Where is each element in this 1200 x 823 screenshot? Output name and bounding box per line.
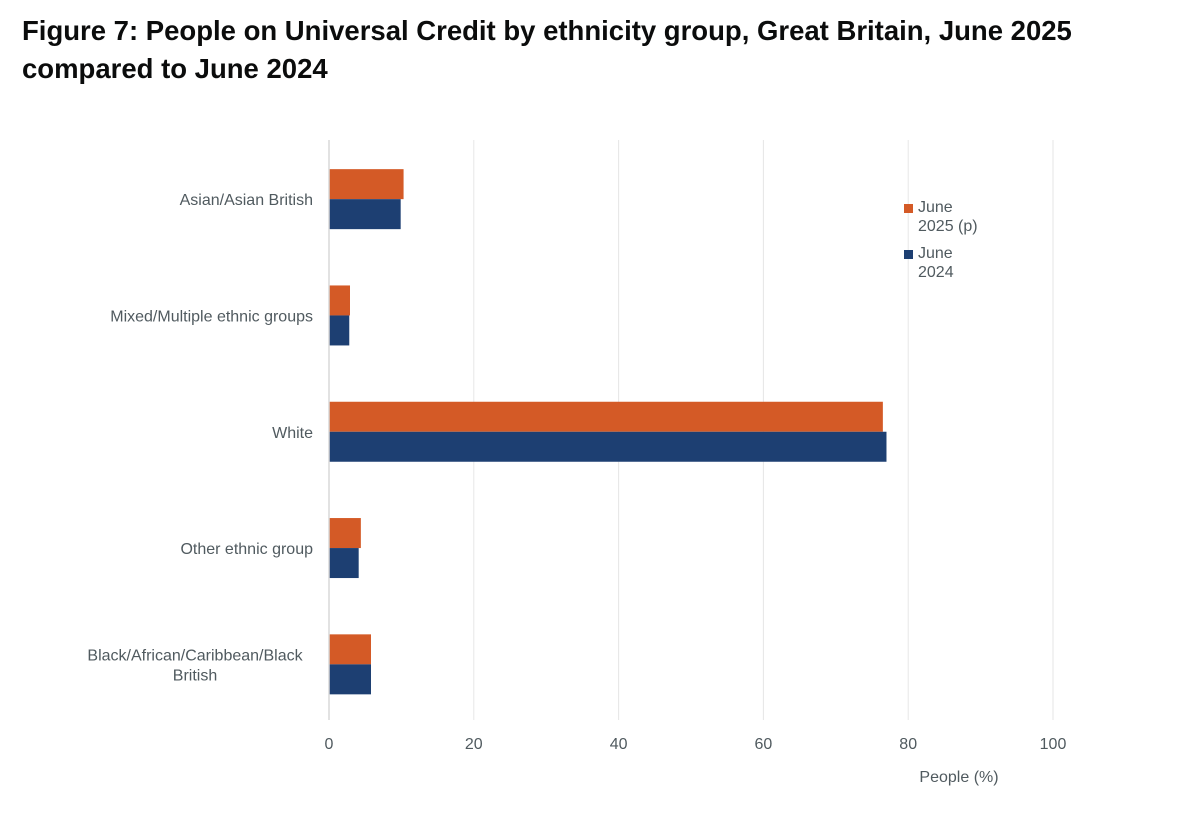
x-tick-label: 20 (465, 736, 483, 753)
x-tick-labels: 0 20 40 60 80 100 (325, 736, 1067, 753)
category-label: White (272, 425, 313, 442)
x-tick-label: 80 (899, 736, 917, 753)
bar[interactable] (329, 664, 371, 695)
x-axis-label: People (%) (919, 769, 998, 786)
legend-label: 2024 (918, 264, 954, 281)
bar[interactable] (329, 548, 359, 579)
bars (329, 169, 887, 695)
bar[interactable] (329, 431, 887, 462)
category-label: Other ethnic group (180, 541, 313, 558)
bar[interactable] (329, 634, 371, 665)
bar[interactable] (329, 169, 404, 200)
category-label: Mixed/Multiple ethnic groups (110, 308, 313, 325)
legend-swatch (904, 204, 913, 213)
legend-item[interactable]: June 2025 (p) (904, 198, 1008, 236)
legend: June 2025 (p) June 2024 (904, 198, 1008, 290)
chart-title: Figure 7: People on Universal Credit by … (22, 12, 1172, 88)
legend-label: June (918, 245, 953, 262)
legend-swatch (904, 250, 913, 259)
category-labels: Asian/Asian British Mixed/Multiple ethnic… (87, 192, 313, 684)
bar[interactable] (329, 401, 883, 432)
bar[interactable] (329, 285, 350, 316)
legend-item[interactable]: June 2024 (904, 244, 1008, 282)
chart-title-line-2: compared to June 2024 (22, 53, 328, 84)
category-label: Asian/Asian British (180, 192, 313, 209)
x-tick-label: 40 (610, 736, 628, 753)
legend-label: 2025 (p) (918, 218, 978, 235)
bar[interactable] (329, 199, 401, 230)
chart-title-line-1: Figure 7: People on Universal Credit by … (22, 15, 1072, 46)
bar[interactable] (329, 315, 350, 346)
legend-label: June (918, 199, 953, 216)
category-label: Black/African/Caribbean/Black British (87, 647, 303, 684)
x-tick-label: 0 (325, 736, 334, 753)
x-tick-label: 100 (1040, 736, 1067, 753)
bar[interactable] (329, 518, 361, 549)
x-tick-label: 60 (755, 736, 773, 753)
